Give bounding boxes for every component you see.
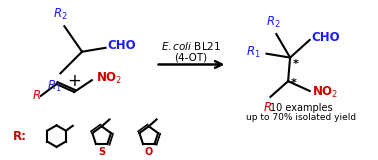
Text: *: * (291, 78, 297, 88)
Text: R:: R: (13, 130, 27, 143)
Text: $R_2$: $R_2$ (53, 7, 68, 22)
Text: $R$: $R$ (263, 101, 272, 114)
Text: CHO: CHO (108, 39, 136, 52)
Text: $R_1$: $R_1$ (47, 79, 62, 94)
Text: $R$: $R$ (32, 89, 41, 102)
Text: $R_2$: $R_2$ (266, 15, 281, 30)
Text: CHO: CHO (312, 32, 340, 44)
Text: S: S (98, 147, 105, 157)
Text: NO$_2$: NO$_2$ (96, 71, 122, 86)
Text: +: + (67, 72, 81, 90)
Text: up to 70% isolated yield: up to 70% isolated yield (246, 113, 356, 122)
Text: NO$_2$: NO$_2$ (312, 84, 338, 100)
Text: *: * (293, 59, 299, 69)
Text: $\it{E.coli}$ BL21: $\it{E.coli}$ BL21 (161, 40, 221, 52)
Text: O: O (145, 147, 153, 157)
Text: (4-OT): (4-OT) (174, 53, 208, 63)
Text: 10 examples: 10 examples (270, 103, 332, 113)
Text: $R_1$: $R_1$ (246, 45, 261, 60)
